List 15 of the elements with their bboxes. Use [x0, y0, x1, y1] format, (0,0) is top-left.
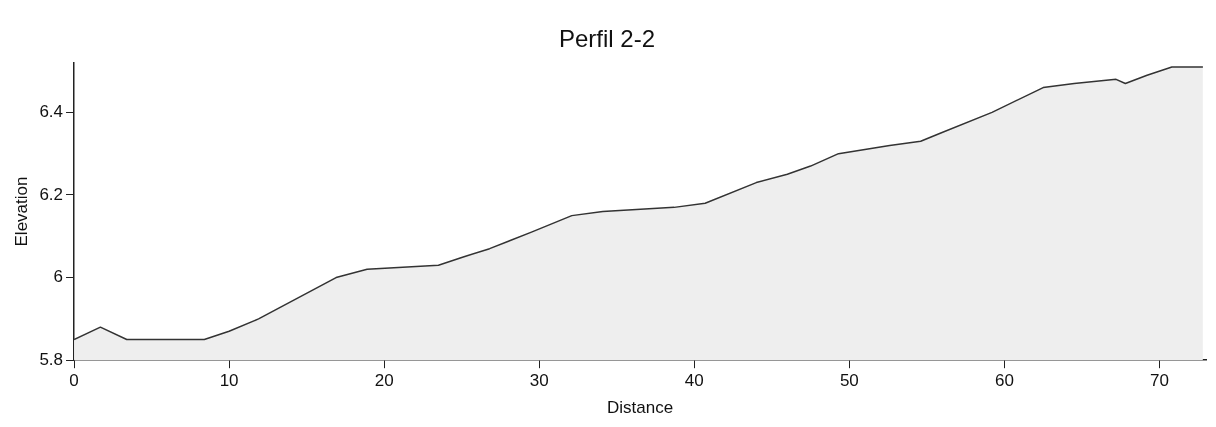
x-tick-label: 0 — [69, 371, 79, 391]
x-tick-label: 70 — [1150, 371, 1169, 391]
y-tick-label: 6 — [53, 267, 64, 287]
x-tick-label: 30 — [529, 371, 549, 391]
y-axis-title: Elevation — [11, 176, 31, 247]
y-tick-label: 5.8 — [39, 349, 64, 369]
y-tick-label: 6.4 — [39, 102, 64, 122]
chart-title: Perfil 2-2 — [558, 25, 656, 53]
x-axis-title: Distance — [606, 398, 674, 418]
x-tick-label: 60 — [994, 371, 1014, 391]
y-tick-label: 6.2 — [39, 184, 64, 204]
x-tick-label: 50 — [839, 371, 859, 391]
x-tick-label: 20 — [374, 371, 394, 391]
x-tick-label: 10 — [219, 371, 239, 391]
x-tick-label: 40 — [684, 371, 704, 391]
